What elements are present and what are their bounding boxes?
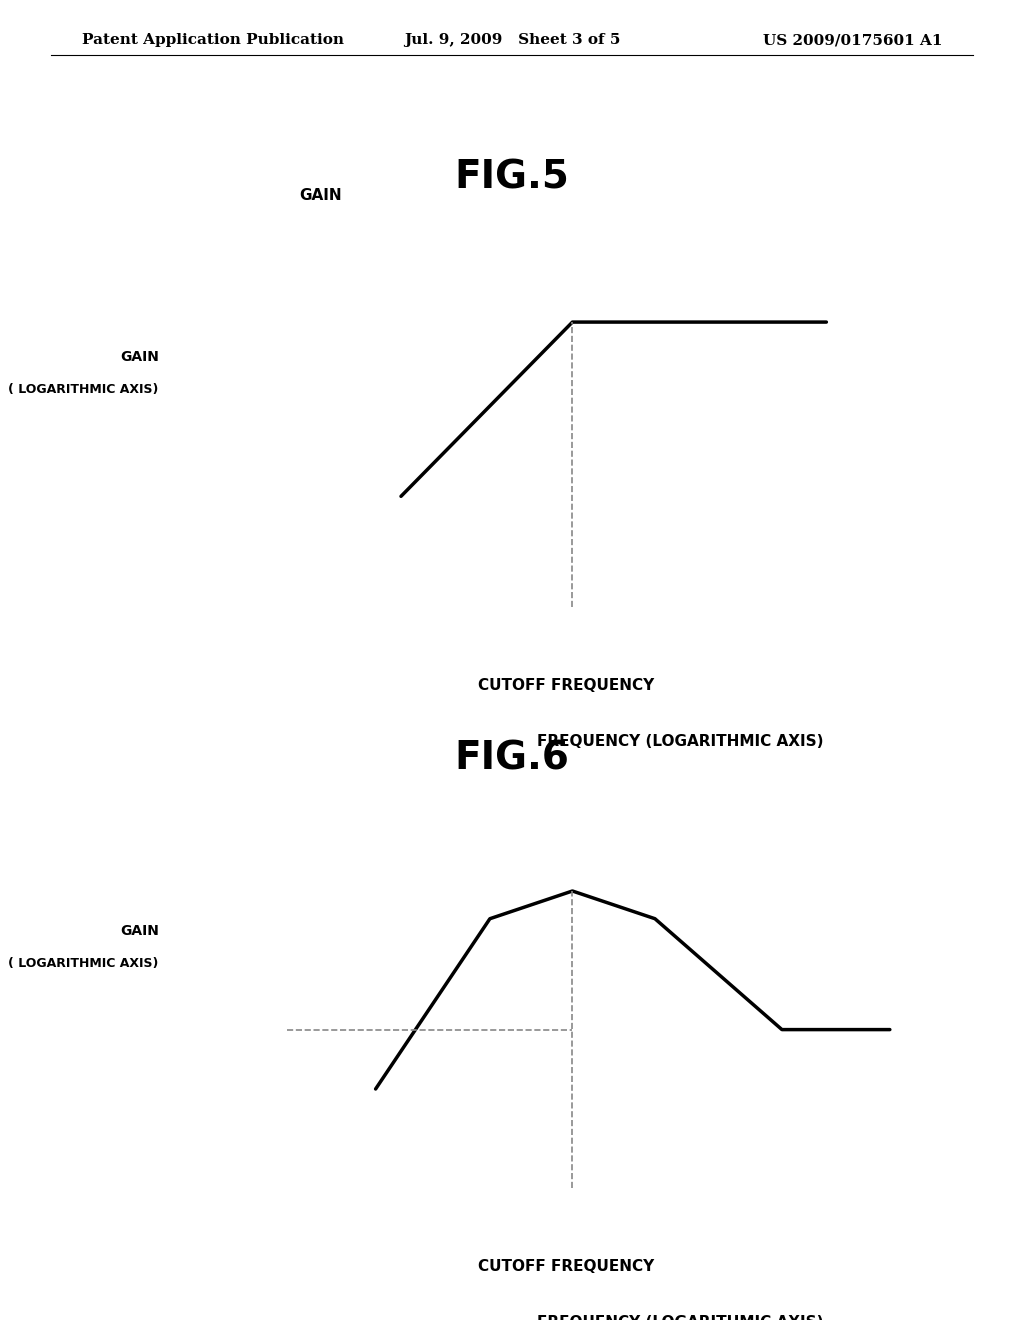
Text: GAIN: GAIN <box>299 189 342 203</box>
Text: ( LOGARITHMIC AXIS): ( LOGARITHMIC AXIS) <box>8 957 159 970</box>
Text: Jul. 9, 2009   Sheet 3 of 5: Jul. 9, 2009 Sheet 3 of 5 <box>403 33 621 48</box>
Text: GAIN: GAIN <box>120 350 159 364</box>
Text: FREQUENCY (LOGARITHMIC AXIS): FREQUENCY (LOGARITHMIC AXIS) <box>538 734 823 748</box>
Text: GAIN: GAIN <box>120 924 159 939</box>
Text: FIG.6: FIG.6 <box>455 739 569 777</box>
Text: Patent Application Publication: Patent Application Publication <box>82 33 344 48</box>
Text: FREQUENCY (LOGARITHMIC AXIS): FREQUENCY (LOGARITHMIC AXIS) <box>538 1315 823 1320</box>
Text: US 2009/0175601 A1: US 2009/0175601 A1 <box>763 33 942 48</box>
Text: ( LOGARITHMIC AXIS): ( LOGARITHMIC AXIS) <box>8 383 159 396</box>
Text: CUTOFF FREQUENCY: CUTOFF FREQUENCY <box>478 678 654 693</box>
Text: FIG.5: FIG.5 <box>455 158 569 197</box>
Text: CUTOFF FREQUENCY: CUTOFF FREQUENCY <box>478 1259 654 1274</box>
